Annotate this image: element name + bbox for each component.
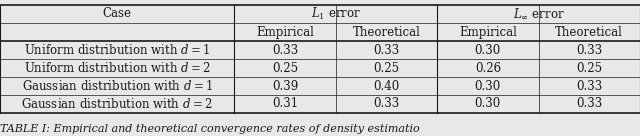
Text: Gaussian distribution with $d = 2$: Gaussian distribution with $d = 2$ [22, 97, 213, 111]
Text: 0.33: 0.33 [576, 97, 602, 110]
Text: $L_1$ error: $L_1$ error [310, 6, 361, 22]
Text: 0.30: 0.30 [475, 44, 501, 57]
Text: Uniform distribution with $d = 1$: Uniform distribution with $d = 1$ [24, 43, 210, 57]
Text: Gaussian distribution with $d = 1$: Gaussian distribution with $d = 1$ [22, 79, 212, 93]
Text: 0.25: 0.25 [272, 62, 298, 75]
Text: 0.30: 0.30 [475, 97, 501, 110]
Text: 0.25: 0.25 [576, 62, 602, 75]
Text: 0.33: 0.33 [272, 44, 298, 57]
Text: 0.31: 0.31 [272, 97, 298, 110]
Text: Empirical: Empirical [459, 26, 517, 39]
Text: 0.39: 0.39 [272, 80, 298, 93]
Text: 0.40: 0.40 [373, 80, 399, 93]
Text: TABLE I: Empirical and theoretical convergence rates of density estimatio: TABLE I: Empirical and theoretical conve… [0, 123, 420, 134]
Text: Empirical: Empirical [256, 26, 314, 39]
Text: 0.25: 0.25 [373, 62, 399, 75]
Text: 0.33: 0.33 [576, 80, 602, 93]
Text: $L_\infty$ error: $L_\infty$ error [513, 7, 564, 21]
Text: Theoretical: Theoretical [353, 26, 420, 39]
Text: 0.33: 0.33 [373, 44, 399, 57]
Text: 0.30: 0.30 [475, 80, 501, 93]
Text: Uniform distribution with $d = 2$: Uniform distribution with $d = 2$ [24, 61, 211, 75]
Text: 0.26: 0.26 [475, 62, 501, 75]
Text: 0.33: 0.33 [373, 97, 399, 110]
Text: Theoretical: Theoretical [556, 26, 623, 39]
Text: 0.33: 0.33 [576, 44, 602, 57]
Text: Case: Case [102, 7, 132, 20]
